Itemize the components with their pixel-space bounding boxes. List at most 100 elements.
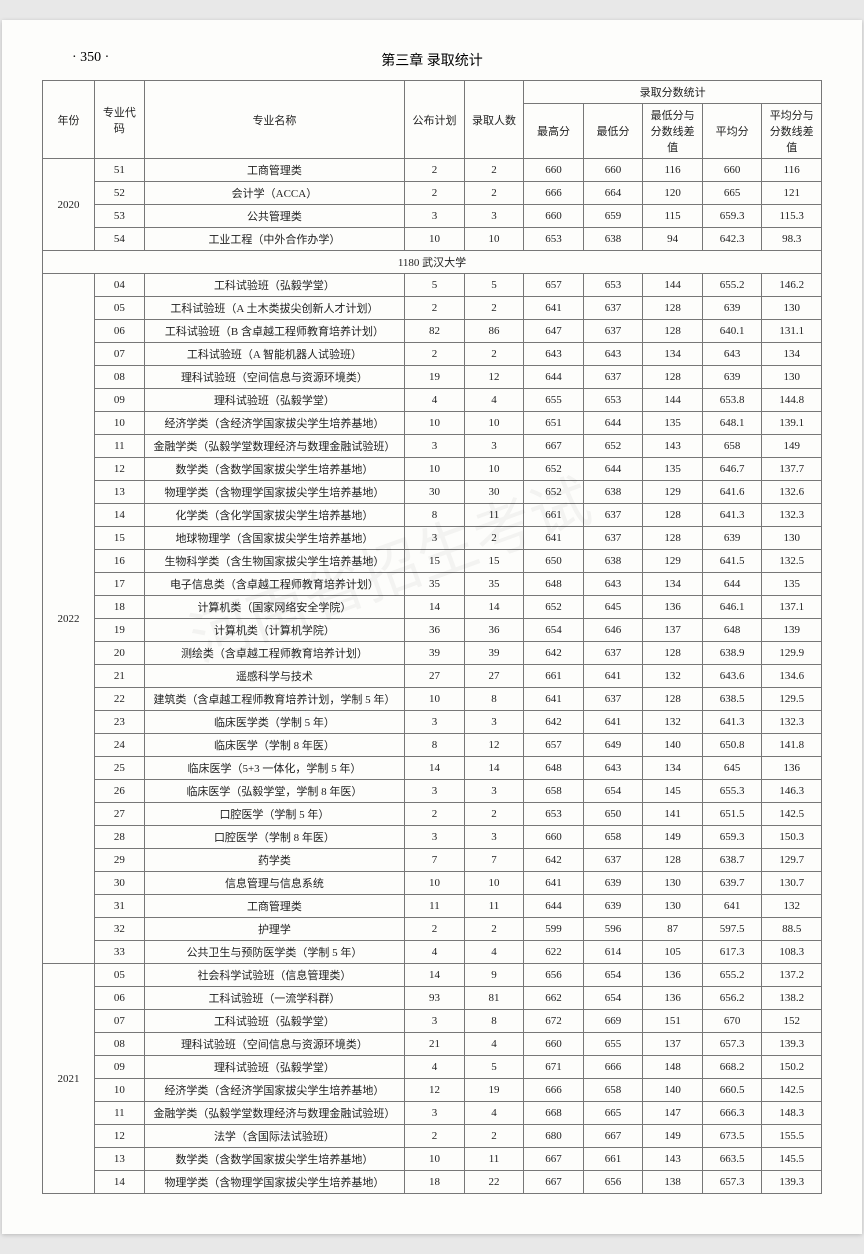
cell-max: 641 xyxy=(524,297,584,320)
table-row: 14物理学类（含物理学国家拔尖学生培养基地）1822667656138657.3… xyxy=(43,1171,822,1194)
cell-min: 661 xyxy=(583,1148,643,1171)
cell-mindiff: 137 xyxy=(643,619,703,642)
cell-plan: 3 xyxy=(405,826,465,849)
cell-plan: 4 xyxy=(405,389,465,412)
cell-avgdiff: 108.3 xyxy=(762,941,822,964)
cell-plan: 35 xyxy=(405,573,465,596)
table-row: 08理科试验班（空间信息与资源环境类）1912644637128639130 xyxy=(43,366,822,389)
cell-max: 651 xyxy=(524,412,584,435)
cell-name: 遥感科学与技术 xyxy=(144,665,404,688)
cell-min: 654 xyxy=(583,987,643,1010)
cell-avgdiff: 137.2 xyxy=(762,964,822,987)
cell-max: 642 xyxy=(524,711,584,734)
cell-plan: 14 xyxy=(405,757,465,780)
cell-max: 648 xyxy=(524,757,584,780)
cell-admit: 36 xyxy=(464,619,524,642)
cell-mindiff: 147 xyxy=(643,1102,703,1125)
cell-plan: 2 xyxy=(405,343,465,366)
cell-mindiff: 132 xyxy=(643,665,703,688)
cell-code: 33 xyxy=(95,941,145,964)
cell-code: 09 xyxy=(95,1056,145,1079)
section-row-wuhan: 1180 武汉大学 xyxy=(43,251,822,274)
table-row: 32护理学2259959687597.588.5 xyxy=(43,918,822,941)
cell-admit: 30 xyxy=(464,481,524,504)
cell-min: 639 xyxy=(583,895,643,918)
cell-plan: 10 xyxy=(405,1148,465,1171)
cell-min: 656 xyxy=(583,1171,643,1194)
cell-code: 27 xyxy=(95,803,145,826)
cell-avg: 641.6 xyxy=(702,481,762,504)
table-row: 202204工科试验班（弘毅学堂）55657653144655.2146.2 xyxy=(43,274,822,297)
cell-avg: 639 xyxy=(702,297,762,320)
cell-code: 11 xyxy=(95,435,145,458)
cell-admit: 7 xyxy=(464,849,524,872)
cell-plan: 3 xyxy=(405,711,465,734)
table-row: 07工科试验班（弘毅学堂）38672669151670152 xyxy=(43,1010,822,1033)
cell-admit: 2 xyxy=(464,343,524,366)
cell-mindiff: 128 xyxy=(643,642,703,665)
cell-avgdiff: 132.6 xyxy=(762,481,822,504)
cell-code: 21 xyxy=(95,665,145,688)
cell-avg: 639.7 xyxy=(702,872,762,895)
table-row: 22建筑类（含卓越工程师教育培养计划，学制 5 年）10864163712863… xyxy=(43,688,822,711)
cell-mindiff: 128 xyxy=(643,366,703,389)
cell-admit: 10 xyxy=(464,872,524,895)
cell-name: 临床医学（5+3 一体化，学制 5 年） xyxy=(144,757,404,780)
cell-plan: 4 xyxy=(405,1056,465,1079)
cell-admit: 3 xyxy=(464,205,524,228)
cell-avgdiff: 135 xyxy=(762,573,822,596)
table-row: 20测绘类（含卓越工程师教育培养计划）3939642637128638.9129… xyxy=(43,642,822,665)
cell-avgdiff: 132.3 xyxy=(762,711,822,734)
cell-min: 650 xyxy=(583,803,643,826)
cell-min: 637 xyxy=(583,366,643,389)
cell-min: 644 xyxy=(583,412,643,435)
cell-max: 654 xyxy=(524,619,584,642)
table-row: 06工科试验班（B 含卓越工程师教育培养计划）8286647637128640.… xyxy=(43,320,822,343)
cell-mindiff: 87 xyxy=(643,918,703,941)
cell-avg: 597.5 xyxy=(702,918,762,941)
cell-admit: 19 xyxy=(464,1079,524,1102)
cell-max: 660 xyxy=(524,159,584,182)
cell-plan: 5 xyxy=(405,274,465,297)
cell-mindiff: 140 xyxy=(643,1079,703,1102)
cell-plan: 10 xyxy=(405,228,465,251)
table-row: 09理科试验班（弘毅学堂）44655653144653.8144.8 xyxy=(43,389,822,412)
table-row: 202051工商管理类22660660116660116 xyxy=(43,159,822,182)
cell-code: 52 xyxy=(95,182,145,205)
cell-admit: 2 xyxy=(464,182,524,205)
cell-code: 06 xyxy=(95,987,145,1010)
cell-avg: 655.3 xyxy=(702,780,762,803)
cell-min: 660 xyxy=(583,159,643,182)
cell-max: 660 xyxy=(524,826,584,849)
cell-max: 599 xyxy=(524,918,584,941)
cell-min: 614 xyxy=(583,941,643,964)
cell-mindiff: 129 xyxy=(643,550,703,573)
cell-avgdiff: 130.7 xyxy=(762,872,822,895)
cell-name: 公共管理类 xyxy=(144,205,404,228)
cell-avgdiff: 134 xyxy=(762,343,822,366)
cell-avg: 673.5 xyxy=(702,1125,762,1148)
cell-mindiff: 132 xyxy=(643,711,703,734)
cell-min: 645 xyxy=(583,596,643,619)
cell-max: 657 xyxy=(524,274,584,297)
cell-mindiff: 136 xyxy=(643,964,703,987)
table-row: 06工科试验班（一流学科群）9381662654136656.2138.2 xyxy=(43,987,822,1010)
cell-min: 659 xyxy=(583,205,643,228)
cell-plan: 82 xyxy=(405,320,465,343)
cell-avg: 660 xyxy=(702,159,762,182)
cell-min: 669 xyxy=(583,1010,643,1033)
cell-max: 642 xyxy=(524,849,584,872)
cell-name: 药学类 xyxy=(144,849,404,872)
cell-mindiff: 116 xyxy=(643,159,703,182)
cell-admit: 3 xyxy=(464,826,524,849)
cell-code: 25 xyxy=(95,757,145,780)
cell-name: 工业工程（中外合作办学） xyxy=(144,228,404,251)
cell-avg: 643 xyxy=(702,343,762,366)
year-cell: 2021 xyxy=(43,964,95,1194)
cell-plan: 8 xyxy=(405,734,465,757)
cell-mindiff: 144 xyxy=(643,274,703,297)
cell-min: 596 xyxy=(583,918,643,941)
cell-admit: 2 xyxy=(464,297,524,320)
cell-max: 660 xyxy=(524,205,584,228)
cell-avg: 650.8 xyxy=(702,734,762,757)
